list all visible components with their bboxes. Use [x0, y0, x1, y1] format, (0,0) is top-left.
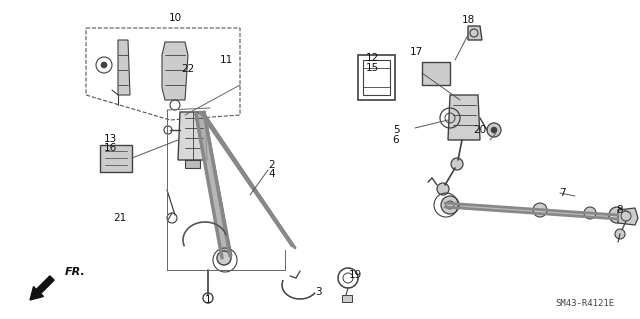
Text: 8: 8 — [617, 205, 623, 215]
FancyArrow shape — [30, 276, 54, 300]
Text: 20: 20 — [474, 125, 486, 135]
Text: 19: 19 — [348, 270, 362, 280]
Text: 5: 5 — [393, 125, 399, 135]
Text: 12: 12 — [365, 53, 379, 63]
Circle shape — [609, 207, 625, 223]
Polygon shape — [618, 208, 638, 225]
Circle shape — [615, 229, 625, 239]
Circle shape — [217, 251, 231, 265]
Polygon shape — [118, 40, 130, 95]
Text: 18: 18 — [461, 15, 475, 25]
Polygon shape — [178, 112, 207, 160]
Circle shape — [533, 203, 547, 217]
Polygon shape — [195, 112, 232, 258]
Polygon shape — [445, 203, 618, 219]
Circle shape — [101, 62, 107, 68]
Polygon shape — [100, 145, 132, 172]
Text: 10: 10 — [168, 13, 182, 23]
Text: 7: 7 — [559, 188, 565, 198]
Circle shape — [487, 123, 501, 137]
Polygon shape — [162, 42, 188, 100]
Circle shape — [451, 158, 463, 170]
Bar — [185, 160, 200, 168]
Polygon shape — [468, 26, 482, 40]
Polygon shape — [448, 95, 480, 140]
Text: 21: 21 — [113, 213, 127, 223]
Text: 3: 3 — [315, 287, 321, 297]
Text: 13: 13 — [104, 134, 116, 144]
Text: SM43-R4121E: SM43-R4121E — [556, 299, 615, 308]
Circle shape — [584, 207, 596, 219]
Text: 15: 15 — [365, 63, 379, 73]
Polygon shape — [342, 295, 352, 302]
Text: 11: 11 — [220, 55, 232, 65]
Polygon shape — [200, 112, 296, 248]
Circle shape — [441, 196, 459, 214]
Circle shape — [437, 183, 449, 195]
Text: 2: 2 — [269, 160, 275, 170]
Polygon shape — [422, 62, 450, 85]
Text: 6: 6 — [393, 135, 399, 145]
Text: 4: 4 — [269, 169, 275, 179]
Text: 1: 1 — [205, 295, 211, 305]
Text: FR.: FR. — [65, 267, 86, 277]
Text: 22: 22 — [181, 64, 195, 74]
Circle shape — [491, 127, 497, 133]
Text: 16: 16 — [104, 143, 116, 153]
Text: 17: 17 — [410, 47, 422, 57]
